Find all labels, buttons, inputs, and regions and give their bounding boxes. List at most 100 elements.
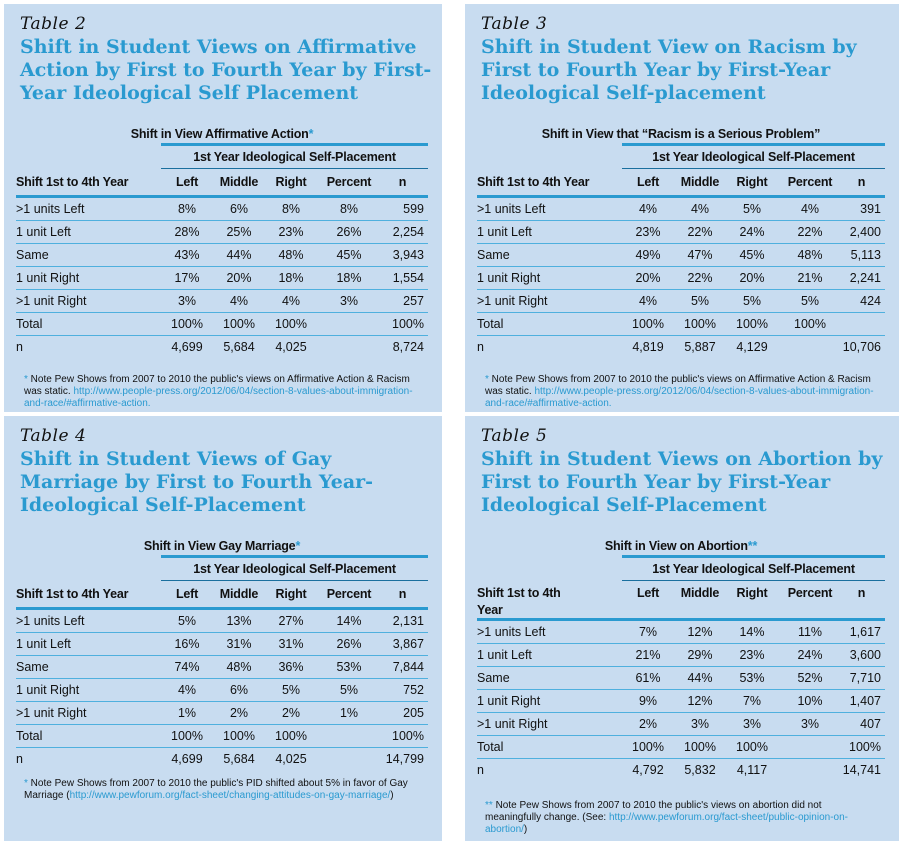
table-4-panel: Table 4 Shift in Student Views of Gay Ma… — [4, 416, 442, 841]
table-cell: 48% — [797, 248, 823, 262]
column-header: Left — [636, 175, 660, 189]
column-header: Middle — [219, 587, 259, 601]
row-label: >1 unit Right — [477, 294, 548, 308]
table-row: 1 unit Right 17% 20% 18% 18% 1,554 — [16, 267, 428, 290]
column-header: Shift 1st to 4th Year — [477, 586, 561, 617]
table-subheader: 1st Year Ideological Self-Placement — [161, 555, 428, 581]
table-row: >1 units Left 7% 12% 14% 11% 1,617 — [477, 621, 885, 644]
table-cell: 4% — [638, 294, 658, 308]
table-cell: 100% — [794, 317, 826, 331]
table-cell: 1,617 — [849, 625, 881, 639]
table-row: 1 unit Right 9% 12% 7% 10% 1,407 — [477, 690, 885, 713]
table-cell: 5,684 — [223, 752, 255, 766]
table-cell — [317, 748, 381, 770]
table-body: >1 units Left 5% 13% 27% 14% 2,131 1 unit Left… — [16, 610, 428, 770]
table-cell: 31% — [226, 637, 252, 651]
table-cell: 53% — [336, 660, 362, 674]
table-cell: 752 — [403, 683, 424, 697]
column-header: Right — [736, 175, 768, 189]
table-cell: 4,819 — [632, 340, 664, 354]
row-label: Same — [477, 248, 510, 262]
row-label: n — [16, 752, 23, 766]
table-cell: 3,600 — [849, 648, 881, 662]
row-label: n — [477, 763, 484, 777]
table-title: Shift in Student Views on Affirmative Ac… — [20, 36, 432, 104]
row-label: 1 unit Right — [477, 694, 541, 708]
table-subheader: 1st Year Ideological Self-Placement — [622, 555, 885, 581]
table-note: * Note Pew Shows from 2007 to 2010 the p… — [24, 374, 413, 409]
table-cell: 4,117 — [736, 763, 768, 777]
table-cell: 100% — [736, 740, 768, 754]
table-cell — [317, 313, 381, 335]
table-title: Shift in Student Views of Gay Marriage b… — [20, 448, 374, 516]
table-cell: 5,832 — [684, 763, 716, 777]
table-number: Table 2 — [20, 14, 87, 34]
table-cell: 5,684 — [223, 340, 255, 354]
table-cell: 24% — [739, 225, 765, 239]
table-cell: 4,699 — [171, 340, 203, 354]
column-header: Percent — [787, 175, 833, 189]
table-row: >1 unit Right 1% 2% 2% 1% 205 — [16, 702, 428, 725]
table-cell: 10% — [797, 694, 823, 708]
table-cell: 45% — [739, 248, 765, 262]
table-cell: 13% — [226, 614, 252, 628]
table-cell: 21% — [635, 648, 661, 662]
table-cell: 14,799 — [385, 752, 424, 766]
table-cell: 6% — [229, 683, 249, 697]
row-label: 1 unit Left — [16, 637, 71, 651]
table-row: n 4,699 5,684 4,025 8,724 — [16, 336, 428, 358]
row-label: Total — [477, 317, 504, 331]
table-cell: 5,113 — [850, 248, 881, 262]
table-cell: 257 — [403, 294, 424, 308]
table-header-row: Shift 1st to 4th Year Left Middle Right … — [16, 581, 428, 610]
table-cell: 100% — [736, 317, 768, 331]
table-cell: 23% — [635, 225, 661, 239]
table-note: * Note Pew Shows from 2007 to 2010 the p… — [485, 374, 874, 409]
table-cell: 7% — [638, 625, 658, 639]
table-cell: 26% — [336, 225, 362, 239]
table-row: n 4,699 5,684 4,025 14,799 — [16, 748, 428, 770]
table-subheader: 1st Year Ideological Self-Placement — [622, 143, 885, 169]
table-cell: 44% — [226, 248, 252, 262]
table-row: n 4,792 5,832 4,117 14,741 — [477, 759, 885, 781]
column-header: Left — [175, 175, 199, 189]
table-cell: 424 — [860, 294, 881, 308]
table-cell — [317, 725, 381, 747]
table-number: Table 5 — [481, 426, 548, 446]
table-cell: 22% — [797, 225, 823, 239]
row-label: Same — [477, 671, 510, 685]
table-header-row: Shift 1st to 4th Year Left Middle Right … — [16, 169, 428, 198]
table-cell: 2% — [281, 706, 301, 720]
table-cell: 22% — [687, 271, 713, 285]
table-cell: 52% — [797, 671, 823, 685]
table-cell: 2% — [638, 717, 658, 731]
column-header: n — [857, 175, 866, 189]
column-header: n — [398, 175, 407, 189]
table-number: Table 3 — [481, 14, 548, 34]
column-header: Shift 1st to 4th Year — [16, 587, 129, 601]
table-row: 1 unit Left 21% 29% 23% 24% 3,600 — [477, 644, 885, 667]
table-cell — [778, 336, 842, 358]
column-header: Right — [275, 587, 307, 601]
row-label: 1 unit Right — [16, 683, 80, 697]
table-row: Total 100% 100% 100% 100% — [16, 313, 428, 336]
table-cell: 20% — [739, 271, 765, 285]
table-cell: 45% — [336, 248, 362, 262]
row-label: 1 unit Right — [16, 271, 80, 285]
table-cell: 100% — [275, 729, 307, 743]
table-row: >1 units Left 5% 13% 27% 14% 2,131 — [16, 610, 428, 633]
table-body: >1 units Left 7% 12% 14% 11% 1,617 1 unit Left… — [477, 621, 885, 781]
table-cell: 2,254 — [392, 225, 424, 239]
table-row: >1 unit Right 4% 5% 5% 5% 424 — [477, 290, 885, 313]
table-cell: 5% — [339, 683, 359, 697]
table-cell: 2% — [229, 706, 249, 720]
table-cell: 16% — [174, 637, 200, 651]
table-cell: 3% — [690, 717, 710, 731]
row-label: >1 unit Right — [16, 706, 87, 720]
table-cell: 1% — [177, 706, 197, 720]
table-cell: 14,741 — [842, 763, 881, 777]
data-table: Shift in View on Abortion** 1st Year Ide… — [477, 538, 885, 781]
column-header: n — [857, 586, 866, 600]
column-header: Right — [275, 175, 307, 189]
table-cell: 1% — [339, 706, 359, 720]
